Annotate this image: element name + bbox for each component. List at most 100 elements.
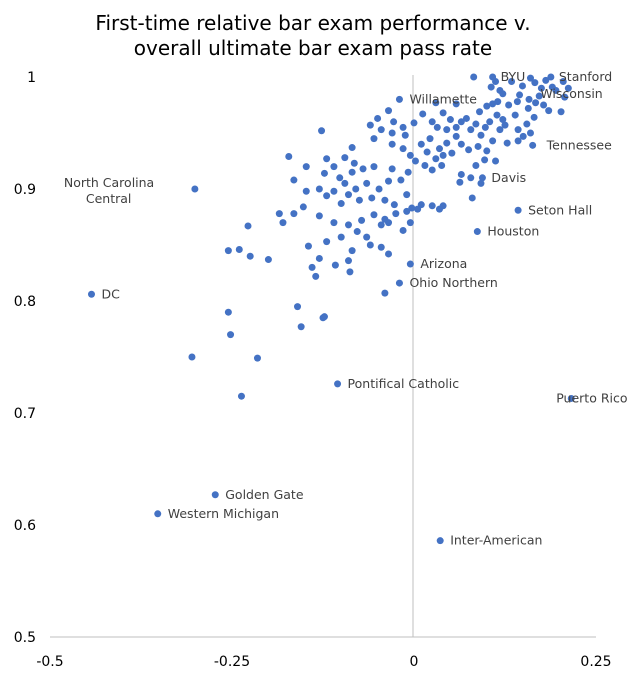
data-point — [358, 216, 366, 224]
data-point — [467, 174, 475, 182]
data-point — [390, 201, 398, 209]
data-point — [477, 131, 485, 139]
data-point — [457, 170, 465, 178]
data-point — [363, 179, 371, 187]
data-point — [526, 129, 534, 137]
data-point — [246, 252, 254, 260]
data-point — [456, 178, 464, 186]
data-point — [493, 111, 501, 119]
data-point — [308, 263, 316, 271]
data-point — [452, 123, 460, 131]
data-point — [318, 127, 326, 135]
y-tick-label: 0.9 — [14, 182, 36, 198]
data-point — [542, 76, 550, 84]
data-point — [341, 154, 349, 162]
data-point — [537, 84, 545, 92]
data-point — [433, 123, 441, 131]
point-label-line: Central — [86, 191, 132, 206]
data-point — [435, 145, 443, 153]
data-point — [388, 129, 396, 137]
data-point — [428, 118, 436, 126]
data-point — [390, 118, 398, 126]
data-point — [348, 168, 356, 176]
data-point — [419, 110, 427, 118]
data-points — [188, 73, 572, 400]
data-point-labeled — [395, 279, 403, 287]
data-point — [285, 153, 293, 161]
point-label: North Carolina Central — [64, 175, 154, 206]
data-point — [518, 82, 526, 90]
data-point — [481, 123, 489, 131]
data-point — [476, 108, 484, 116]
data-point — [388, 165, 396, 173]
data-point — [381, 289, 389, 297]
data-point — [323, 192, 331, 200]
data-point — [244, 222, 252, 230]
data-point — [344, 221, 352, 229]
data-point — [432, 99, 440, 107]
data-point — [487, 83, 495, 91]
data-point — [224, 308, 232, 316]
data-point — [439, 151, 447, 159]
y-tick-label: 0.6 — [14, 518, 36, 534]
data-point — [462, 114, 470, 122]
data-point — [237, 392, 245, 400]
data-point — [401, 131, 409, 139]
point-label: Wisconsin — [540, 86, 602, 101]
data-point — [352, 185, 360, 193]
data-point — [501, 121, 509, 129]
data-point — [467, 126, 475, 134]
data-point — [559, 77, 567, 85]
data-point — [411, 157, 419, 165]
data-point — [496, 126, 504, 134]
data-point — [483, 102, 491, 110]
point-label: DC — [101, 286, 120, 301]
data-point — [503, 139, 511, 147]
data-point — [511, 111, 519, 119]
data-point — [188, 353, 196, 361]
data-point — [417, 140, 425, 148]
data-point — [421, 161, 429, 169]
data-point — [499, 116, 507, 124]
data-point — [385, 219, 393, 227]
data-point — [302, 163, 310, 171]
point-label: Willamette — [409, 91, 477, 106]
data-point — [448, 149, 456, 157]
data-point — [344, 257, 352, 265]
point-label: Seton Hall — [528, 202, 592, 217]
data-point — [404, 168, 412, 176]
data-point — [489, 137, 497, 145]
data-point — [410, 119, 418, 127]
data-point — [513, 98, 521, 106]
data-point — [483, 147, 491, 155]
point-label: Arizona — [420, 256, 467, 271]
data-point — [428, 166, 436, 174]
data-point — [406, 219, 414, 227]
data-point — [403, 207, 411, 215]
data-point — [438, 161, 446, 169]
data-point — [468, 194, 476, 202]
y-tick-label: 0.7 — [14, 406, 36, 422]
data-point — [331, 261, 339, 269]
x-tick-label: -0.5 — [36, 654, 63, 670]
data-point — [299, 203, 307, 211]
data-point — [432, 155, 440, 163]
data-point — [526, 74, 534, 82]
data-point — [524, 104, 532, 112]
data-point — [320, 313, 328, 321]
data-point — [486, 118, 494, 126]
data-point — [414, 205, 422, 213]
data-point — [348, 247, 356, 255]
data-point — [385, 107, 393, 115]
data-point — [499, 90, 507, 98]
data-point — [525, 95, 533, 103]
data-point — [344, 191, 352, 199]
data-point — [470, 73, 478, 81]
data-point — [408, 204, 416, 212]
data-point — [385, 250, 393, 258]
data-point — [531, 79, 539, 87]
data-point — [297, 323, 305, 331]
data-point — [290, 176, 298, 184]
data-point — [381, 196, 389, 204]
data-point — [385, 177, 393, 185]
